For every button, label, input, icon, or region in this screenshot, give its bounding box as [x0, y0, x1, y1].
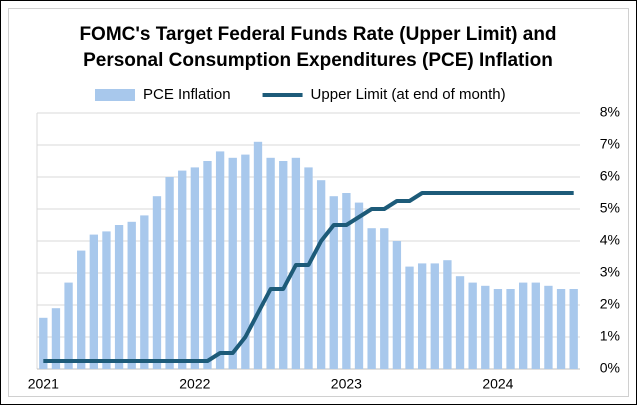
y-tick-label: 2% — [600, 296, 620, 312]
bar — [51, 308, 61, 369]
legend-label: PCE Inflation — [143, 86, 231, 103]
chart-area — [8, 8, 629, 397]
legend-swatch — [95, 89, 135, 101]
bar — [253, 141, 263, 369]
bar — [203, 161, 212, 369]
y-tick-label: 4% — [600, 232, 620, 248]
bar — [102, 231, 111, 369]
bar — [354, 202, 364, 369]
x-tick-label: 2024 — [482, 376, 513, 392]
bar — [304, 167, 313, 369]
bar — [228, 157, 237, 369]
bar — [178, 170, 187, 369]
bar — [190, 167, 200, 369]
bar — [342, 193, 351, 369]
x-tick-label: 2022 — [179, 376, 210, 392]
bar — [455, 276, 465, 369]
bar — [279, 161, 288, 369]
bar — [64, 282, 73, 369]
chart-title: Personal Consumption Expenditures (PCE) … — [83, 50, 553, 71]
bar — [468, 282, 477, 369]
bar — [430, 263, 439, 369]
bar — [367, 228, 376, 369]
bar — [127, 221, 136, 369]
y-tick-label: 0% — [600, 360, 620, 376]
y-tick-label: 8% — [600, 104, 620, 120]
bar — [481, 285, 490, 369]
bar — [493, 289, 503, 369]
bar — [405, 266, 414, 369]
y-tick-label: 6% — [600, 168, 620, 184]
bar — [152, 196, 162, 369]
bar — [544, 285, 553, 369]
legend-label: Upper Limit (at end of month) — [311, 86, 506, 103]
bar — [506, 289, 515, 369]
y-tick-label: 1% — [600, 328, 620, 344]
bar — [569, 289, 578, 369]
bar — [531, 282, 540, 369]
x-tick-label: 2023 — [331, 376, 362, 392]
y-tick-label: 7% — [600, 136, 620, 152]
x-tick-label: 2021 — [28, 376, 59, 392]
bar — [556, 289, 566, 369]
bar — [165, 177, 174, 369]
bar — [89, 234, 98, 369]
bar — [392, 241, 402, 369]
bar — [266, 157, 275, 369]
bar — [417, 263, 427, 369]
bar — [519, 282, 528, 369]
bar — [215, 151, 225, 369]
y-tick-label: 3% — [600, 264, 620, 280]
bar — [140, 215, 149, 369]
line — [43, 191, 574, 363]
bar — [114, 225, 124, 369]
y-tick-label: 5% — [600, 200, 620, 216]
bar — [380, 228, 389, 369]
bar — [329, 196, 338, 369]
bar — [316, 180, 326, 369]
bar — [443, 260, 452, 369]
bar — [77, 250, 86, 369]
chart-title: FOMC's Target Federal Funds Rate (Upper … — [79, 24, 556, 45]
bar — [39, 317, 48, 369]
bar — [241, 154, 250, 369]
